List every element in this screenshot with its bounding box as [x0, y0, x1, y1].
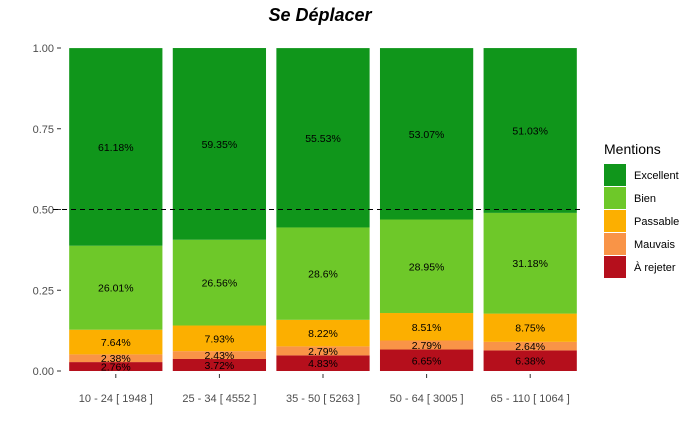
- segment-value-label: 2.76%: [101, 362, 131, 374]
- y-tick-label: 1.00: [33, 43, 54, 55]
- bar-segment: [483, 48, 577, 213]
- legend-swatch: [604, 164, 626, 186]
- legend-title: Mentions: [604, 141, 661, 157]
- segment-value-label: 59.35%: [202, 139, 238, 151]
- x-tick-label: 65 - 110 [ 1064 ]: [491, 393, 570, 405]
- segment-value-label: 4.83%: [308, 358, 338, 370]
- bar-segment: [483, 350, 577, 371]
- legend-swatch: [604, 210, 626, 232]
- segment-value-label: 61.18%: [98, 142, 134, 154]
- legend-label: Mauvais: [634, 239, 675, 251]
- y-axis: 0.00 0.25 0.50 0.75 1.00: [33, 43, 61, 378]
- bar-segment: [172, 358, 267, 371]
- y-tick-label: 0.50: [33, 205, 54, 217]
- segment-value-label: 8.22%: [308, 328, 338, 340]
- segment-value-label: 2.38%: [101, 353, 131, 365]
- x-tick-label: 25 - 34 [ 4552 ]: [182, 393, 256, 405]
- bar-segment: [69, 329, 163, 355]
- legend-swatch: [604, 256, 626, 278]
- bar-segment: [172, 239, 267, 326]
- bar-segment: [69, 354, 163, 363]
- legend: Mentions Excellent Bien Passable Mauvais À r…: [604, 141, 679, 278]
- legend-swatch: [604, 233, 626, 255]
- bar-segment: [276, 48, 370, 228]
- segment-value-label: 53.07%: [409, 129, 445, 141]
- y-tick-label: 0.00: [33, 366, 54, 378]
- bar-segment: [276, 355, 370, 371]
- segment-value-label: 7.93%: [205, 333, 235, 345]
- bar-segment: [69, 245, 163, 330]
- segment-value-label: 28.95%: [409, 261, 445, 273]
- y-tick-label: 0.25: [33, 285, 54, 297]
- bar-segment: [276, 346, 370, 356]
- x-tick-label: 35 - 50 [ 5263 ]: [286, 393, 360, 405]
- segment-value-label: 6.65%: [412, 355, 442, 367]
- segment-value-label: 31.18%: [512, 258, 548, 270]
- bar-segment: [379, 48, 474, 220]
- y-tick-label: 0.75: [33, 124, 54, 136]
- bar-segment: [483, 313, 577, 342]
- bar-segment: [379, 340, 474, 350]
- bars: [69, 48, 577, 371]
- bar-segment: [483, 212, 577, 314]
- bar-segment: [276, 319, 370, 347]
- bar-segment: [172, 325, 267, 352]
- bar-segment: [379, 349, 474, 371]
- segment-value-label: 28.6%: [308, 269, 338, 281]
- segment-value-label: 8.51%: [412, 322, 442, 334]
- chart-title: Se Déplacer: [268, 5, 372, 25]
- x-tick-label: 50 - 64 [ 3005 ]: [390, 393, 464, 405]
- legend-label: Excellent: [634, 170, 679, 182]
- legend-label: Passable: [634, 216, 679, 228]
- bar-segment: [379, 219, 474, 314]
- bar-segment: [276, 227, 370, 320]
- x-axis: 10 - 24 [ 1948 ] 25 - 34 [ 4552 ] 35 - 50 …: [79, 374, 570, 405]
- legend-swatch: [604, 187, 626, 209]
- bar-segment: [483, 341, 577, 351]
- bar-segment: [172, 351, 267, 359]
- segment-labels: 2.76%2.38% 7.64% 26.01% 61.18% 3.72%2.43% 7.9…: [98, 125, 548, 373]
- bar-segment: [379, 313, 474, 341]
- segment-value-label: 6.38%: [515, 356, 545, 368]
- segment-value-label: 26.56%: [202, 278, 238, 290]
- segment-value-label: 55.53%: [305, 133, 341, 145]
- segment-value-label: 2.64%: [515, 341, 545, 353]
- segment-value-label: 2.43%: [205, 350, 235, 362]
- bar-segment: [69, 362, 163, 371]
- segment-value-label: 2.79%: [308, 346, 338, 358]
- segment-value-label: 3.72%: [205, 360, 235, 372]
- segment-value-label: 51.03%: [512, 125, 548, 137]
- x-tick-label: 10 - 24 [ 1948 ]: [79, 393, 153, 405]
- segment-value-label: 2.79%: [412, 340, 442, 352]
- segment-value-label: 8.75%: [515, 323, 545, 335]
- segment-value-label: 7.64%: [101, 337, 131, 349]
- bar-segment: [69, 48, 163, 246]
- bar-segment: [172, 48, 267, 240]
- segment-value-label: 26.01%: [98, 283, 134, 295]
- legend-label: À rejeter: [634, 261, 676, 274]
- legend-label: Bien: [634, 193, 656, 205]
